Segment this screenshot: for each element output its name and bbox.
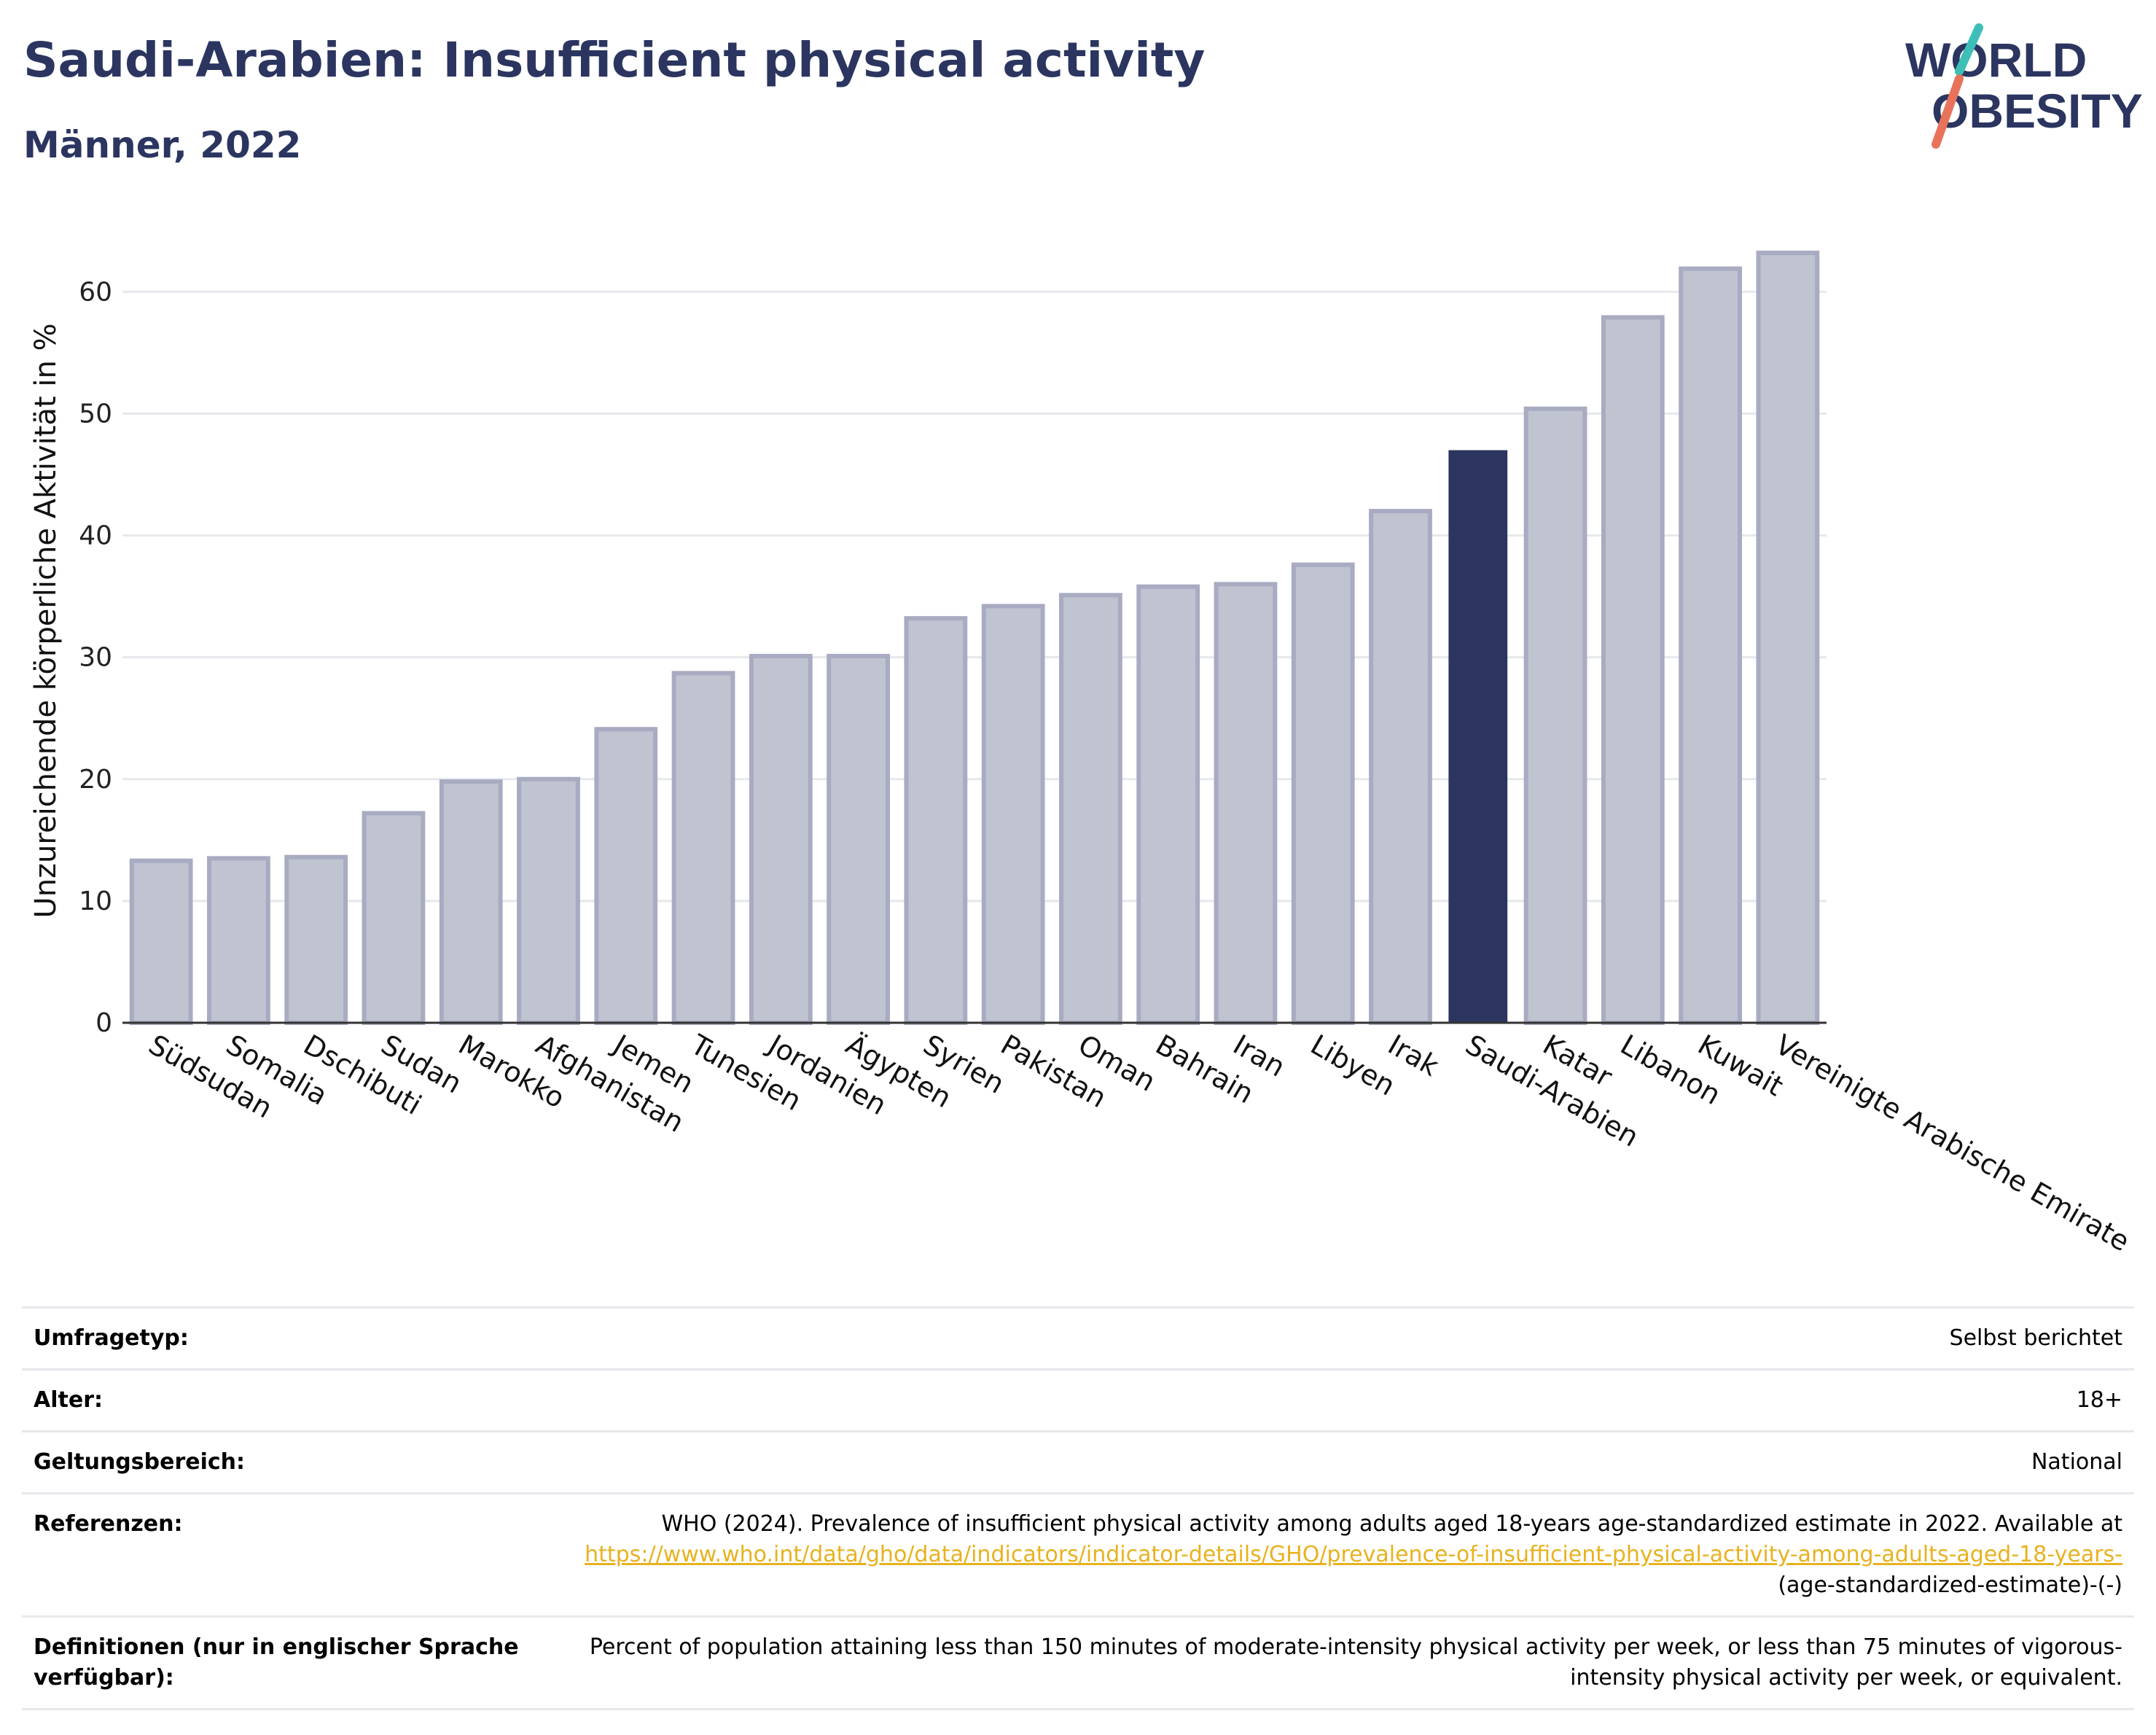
y-tick-label: 40 xyxy=(79,521,112,551)
info-row-age: Alter: 18+ xyxy=(22,1368,2134,1432)
info-value: Selbst berichtet xyxy=(541,1306,2134,1370)
y-tick-label: 30 xyxy=(79,643,112,673)
bar xyxy=(1136,584,1200,1025)
bar-chart: 0 10 20 30 40 50 60 SüdsudanSomaliaDschibutiSu… xyxy=(29,250,2136,1258)
info-label: Referenzen: xyxy=(22,1492,541,1617)
info-value: 18+ xyxy=(541,1368,2134,1432)
logo-text-obesity: OBESITY xyxy=(1932,84,2143,138)
world-obesity-logo: WORLD OBESITY xyxy=(1902,22,2143,153)
bar xyxy=(981,604,1045,1025)
bar xyxy=(1756,250,1820,1025)
y-axis-ticks: 0 10 20 30 40 50 60 xyxy=(79,277,112,1038)
x-tick-label: Vereinigte Arabische Emirate xyxy=(1770,1029,2135,1258)
reference-link[interactable]: https://www.who.int/data/gho/data/indica… xyxy=(585,1542,2122,1567)
info-value: Percent of population attaining less tha… xyxy=(541,1615,2134,1710)
bar xyxy=(362,811,426,1025)
info-row-scope: Geltungsbereich: National xyxy=(22,1430,2134,1494)
bar xyxy=(517,776,580,1025)
logo-graphic: WORLD OBESITY xyxy=(1905,23,2143,149)
y-axis-label: Unzureichende körperliche Aktivität in % xyxy=(29,323,63,918)
bar xyxy=(1601,315,1665,1026)
bar xyxy=(1214,582,1278,1025)
bar xyxy=(1679,266,1742,1026)
info-label: Geltungsbereich: xyxy=(22,1430,541,1494)
bar xyxy=(827,653,890,1025)
y-tick-label: 20 xyxy=(79,765,112,795)
bar xyxy=(1369,509,1432,1025)
reference-text: WHO (2024). Prevalence of insufficient p… xyxy=(661,1511,2122,1537)
bar xyxy=(1448,450,1508,1023)
chart-subtitle: Männer, 2022 xyxy=(23,124,302,166)
metadata-table: Umfragetyp: Selbst berichtet Alter: 18+ … xyxy=(22,1306,2134,1710)
info-label: Umfragetyp: xyxy=(22,1306,541,1370)
bars xyxy=(129,250,1820,1026)
x-axis-labels: SüdsudanSomaliaDschibutiSudanMarokkoAfgh… xyxy=(144,1028,2136,1258)
info-row-references: Referenzen: WHO (2024). Prevalence of in… xyxy=(22,1492,2134,1617)
info-value: WHO (2024). Prevalence of insufficient p… xyxy=(541,1492,2134,1617)
bar xyxy=(1059,593,1122,1025)
bar xyxy=(207,856,270,1025)
bar xyxy=(594,727,658,1025)
chart-title: Saudi-Arabien: Insufficient physical act… xyxy=(23,32,1206,88)
logo-slash-bottom xyxy=(1932,74,1964,149)
bar xyxy=(439,779,503,1025)
y-tick-label: 0 xyxy=(95,1008,112,1038)
info-value: National xyxy=(541,1430,2134,1494)
y-tick-label: 50 xyxy=(79,399,112,429)
x-tick-label: Libyen xyxy=(1305,1029,1401,1102)
bar xyxy=(1291,562,1355,1025)
y-tick-label: 60 xyxy=(79,277,112,307)
reference-link-suffix: (age-standardized-estimate)-(-) xyxy=(1778,1572,2122,1598)
bar xyxy=(1523,406,1587,1025)
info-label: Definitionen (nur in englischer Sprache … xyxy=(22,1615,541,1710)
logo-text-world: WORLD xyxy=(1905,33,2087,87)
bar xyxy=(671,671,735,1025)
info-label: Alter: xyxy=(22,1368,541,1432)
info-row-survey-type: Umfragetyp: Selbst berichtet xyxy=(22,1306,2134,1370)
bar xyxy=(904,616,968,1025)
y-tick-label: 10 xyxy=(79,886,112,916)
logo-slash-top xyxy=(1955,23,1983,76)
bar xyxy=(284,854,348,1026)
bar xyxy=(749,653,813,1025)
bar xyxy=(129,858,193,1025)
info-row-definitions: Definitionen (nur in englischer Sprache … xyxy=(22,1615,2134,1710)
